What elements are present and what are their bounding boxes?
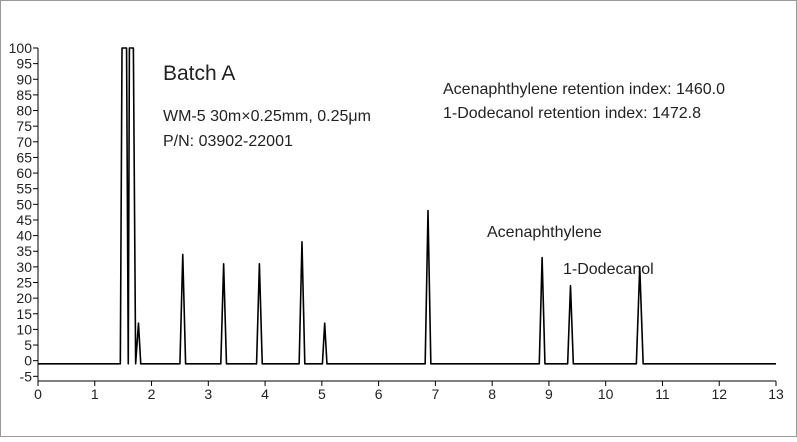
retention-index: Acenaphthylene retention index: 1460.0 <box>443 81 725 98</box>
y-tick-label: 35 <box>16 243 32 259</box>
y-tick-label: 65 <box>16 149 32 165</box>
x-tick-label: 13 <box>768 386 784 402</box>
y-tick-label: 5 <box>24 337 32 353</box>
y-tick-label: 85 <box>16 87 32 103</box>
x-tick-label: 4 <box>261 386 269 402</box>
y-tick-label: -5 <box>20 368 33 384</box>
trace <box>38 47 776 365</box>
y-tick-label: 100 <box>9 40 33 56</box>
x-tick-label: 6 <box>375 386 383 402</box>
title: Batch A <box>163 62 235 85</box>
x-tick-label: 3 <box>204 386 212 402</box>
part-number: P/N: 03902-22001 <box>163 133 293 150</box>
peak-label: 1-Dodecanol <box>563 261 654 278</box>
y-tick-label: 55 <box>16 181 32 197</box>
x-tick-label: 10 <box>598 386 614 402</box>
x-tick-label: 2 <box>148 386 156 402</box>
y-tick-label: 70 <box>16 134 32 150</box>
x-tick-label: 1 <box>91 386 99 402</box>
y-tick-label: 0 <box>24 353 32 369</box>
y-tick-label: 10 <box>16 321 32 337</box>
y-tick-label: 40 <box>16 228 32 244</box>
y-tick-label: 60 <box>16 165 32 181</box>
x-tick-label: 5 <box>318 386 326 402</box>
x-tick-label: 9 <box>545 386 553 402</box>
y-tick-label: 75 <box>16 118 32 134</box>
column-info: WM-5 30m×0.25mm, 0.25μm <box>163 108 371 125</box>
x-tick-label: 7 <box>431 386 439 402</box>
y-tick-label: 45 <box>16 212 32 228</box>
y-tick-label: 20 <box>16 290 32 306</box>
y-tick-label: 30 <box>16 259 32 275</box>
x-tick-label: 11 <box>655 386 670 402</box>
y-tick-label: 95 <box>16 56 32 72</box>
y-tick-label: 80 <box>16 103 32 119</box>
retention-index: 1-Dodecanol retention index: 1472.8 <box>443 105 701 122</box>
y-tick-label: 50 <box>16 196 32 212</box>
y-tick-label: 15 <box>16 306 32 322</box>
y-tick-label: 90 <box>16 71 32 87</box>
peak-label: Acenaphthylene <box>487 224 602 241</box>
y-tick-label: 25 <box>16 275 32 291</box>
x-tick-label: 8 <box>488 386 496 402</box>
x-tick-label: 0 <box>34 386 42 402</box>
x-tick-label: 12 <box>711 386 727 402</box>
